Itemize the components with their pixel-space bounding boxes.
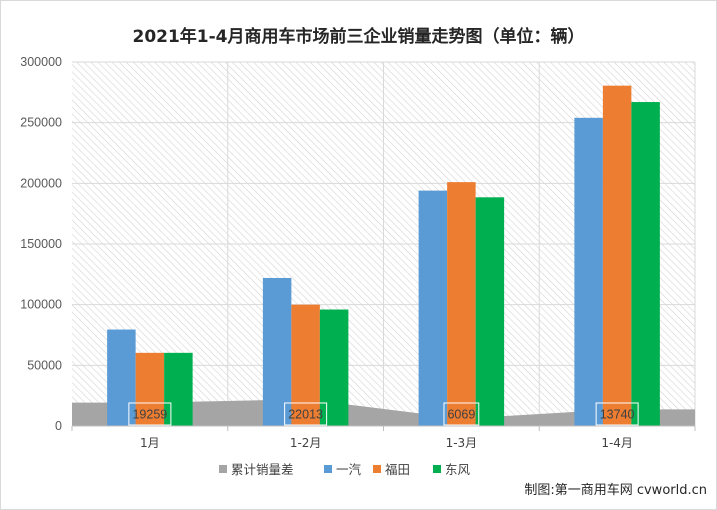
legend-label: 福田 bbox=[385, 462, 410, 477]
y-tick-label: 100000 bbox=[20, 298, 62, 312]
y-tick-label: 150000 bbox=[20, 237, 62, 251]
y-tick-label: 200000 bbox=[20, 176, 62, 190]
data-label-box bbox=[443, 402, 480, 426]
y-tick-label: 300000 bbox=[20, 55, 62, 69]
data-label: 19259 bbox=[132, 408, 167, 422]
legend-item: 东风 bbox=[433, 462, 471, 477]
legend-swatch bbox=[433, 465, 441, 473]
bar-福田-1月 bbox=[135, 352, 165, 426]
bar-福田-1-4月 bbox=[602, 85, 632, 426]
data-label: 22013 bbox=[288, 408, 323, 422]
data-label-box bbox=[284, 402, 328, 426]
bar-一汽-1月 bbox=[107, 329, 136, 426]
bar-一汽-1-2月 bbox=[262, 277, 292, 426]
bar-东风-1-4月 bbox=[631, 102, 660, 426]
data-label: 6069 bbox=[447, 408, 475, 422]
legend-item: 福田 bbox=[373, 462, 410, 477]
data-label: 13740 bbox=[600, 408, 635, 422]
x-tick-label: 1月 bbox=[140, 436, 160, 450]
legend-label: 累计销量差 bbox=[231, 462, 294, 477]
data-label-box bbox=[128, 402, 172, 426]
legend-item: 累计销量差 bbox=[219, 462, 294, 477]
bar-东风-1-3月 bbox=[475, 197, 505, 426]
chart-credit: 制图:第一商用车网 cvworld.cn bbox=[524, 483, 707, 498]
legend-swatch bbox=[324, 465, 332, 473]
legend-swatch bbox=[373, 465, 381, 473]
x-tick-label: 1-4月 bbox=[601, 436, 633, 450]
y-tick-label: 250000 bbox=[20, 116, 62, 130]
bar-福田-1-3月 bbox=[447, 182, 476, 426]
area-series-累计销量差 bbox=[72, 399, 695, 426]
legend-item: 一汽 bbox=[324, 462, 362, 477]
legend-swatch bbox=[219, 465, 227, 473]
data-label-box bbox=[595, 402, 639, 426]
x-tick-label: 1-2月 bbox=[290, 436, 322, 450]
bar-一汽-1-4月 bbox=[574, 117, 603, 427]
legend-label: 一汽 bbox=[336, 462, 362, 477]
chart-title: 2021年1-4月商用车市场前三企业销量走势图（单位：辆） bbox=[132, 27, 585, 47]
bar-一汽-1-3月 bbox=[418, 190, 448, 426]
bar-东风-1-2月 bbox=[319, 309, 349, 426]
y-tick-label: 50000 bbox=[27, 358, 62, 372]
y-tick-label: 0 bbox=[55, 419, 62, 433]
legend-label: 东风 bbox=[445, 462, 471, 477]
x-tick-label: 1-3月 bbox=[446, 436, 478, 450]
bar-东风-1月 bbox=[164, 352, 193, 426]
bar-福田-1-2月 bbox=[291, 304, 320, 426]
